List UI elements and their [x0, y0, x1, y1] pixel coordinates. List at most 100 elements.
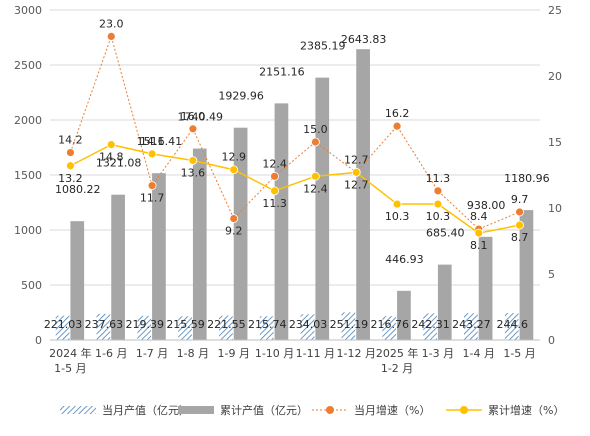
- cumulative-output-bar: [233, 127, 248, 340]
- cumulative-growth-point: [270, 186, 279, 196]
- monthly-growth-label: 9.2: [225, 225, 243, 238]
- cumulative-growth-label: 12.7: [344, 178, 369, 191]
- x-tick-label: 1-10 月: [255, 347, 294, 360]
- monthly-growth-label: 16.2: [385, 107, 410, 120]
- x-tick-label: 1-11 月: [296, 347, 335, 360]
- monthly-output-label: 221.03: [44, 318, 83, 331]
- monthly-growth-label: 12.4: [262, 157, 287, 170]
- x-tick-label: 2025 年: [376, 346, 419, 360]
- monthly-growth-label: 11.3: [426, 172, 451, 185]
- monthly-output-label: 216.76: [370, 318, 409, 331]
- monthly-growth-point: [188, 124, 198, 134]
- legend-label: 当月增速（%）: [354, 403, 430, 417]
- monthly-output-label: 242.31: [411, 318, 450, 331]
- cumulative-output-bar: [397, 290, 411, 340]
- monthly-growth-point: [147, 181, 157, 190]
- y-left-tick-label: 2500: [14, 59, 42, 72]
- cumulative-output-bar: [70, 221, 85, 340]
- monthly-growth-label: 12.7: [344, 153, 369, 166]
- y-right-tick-label: 15: [548, 136, 562, 149]
- axes: 0 500 1000 1500 2000 2500 3000 0 5 10 15 20 25 2024 年…: [14, 4, 562, 375]
- cumulative-growth-label: 13.6: [181, 166, 206, 179]
- lines: [66, 32, 524, 238]
- legend-label: 当月产值（亿元）: [102, 403, 190, 417]
- monthly-growth-point: [106, 32, 116, 41]
- cumulative-output-bar: [192, 148, 207, 340]
- y-right-tick-label: 5: [548, 268, 555, 281]
- cumulative-growth-point: [474, 228, 484, 238]
- cumulative-output-bar: [315, 77, 330, 341]
- legend-label: 累计增速（%）: [488, 403, 564, 417]
- cumulative-growth-point: [229, 165, 239, 175]
- legend-marker: [460, 406, 468, 414]
- cumulative-output-label: 2151.16: [259, 65, 305, 78]
- cumulative-output-bar: [519, 210, 534, 340]
- monthly-output-bar: [96, 313, 111, 340]
- cumulative-output-bar: [274, 103, 289, 340]
- legend-marker: [326, 406, 334, 414]
- x-tick-label: 1-4 月: [463, 347, 495, 360]
- y-right-tick-label: 20: [548, 70, 562, 83]
- y-right-tick-label: 10: [548, 202, 562, 215]
- cumulative-growth-line: [70, 143, 520, 234]
- x-tick-label: 1-9 月: [218, 347, 250, 360]
- gridlines: [50, 9, 540, 341]
- cumulative-growth-label: 12.4: [303, 182, 328, 195]
- cumulative-growth-label: 10.3: [426, 210, 451, 223]
- monthly-output-label: 237.63: [85, 318, 124, 331]
- cumulative-output-label: 685.40: [426, 227, 465, 240]
- monthly-growth-label: 8.4: [470, 210, 488, 223]
- legend-swatch-monthly-output: [60, 406, 96, 414]
- cumulative-growth-label: 13.2: [58, 172, 83, 185]
- y-left-tick-label: 3000: [14, 4, 42, 17]
- cumulative-output-label: 2643.83: [341, 33, 387, 46]
- monthly-output-label: 234.03: [289, 318, 328, 331]
- monthly-output-bar: [259, 316, 274, 340]
- bars: [55, 49, 534, 341]
- monthly-growth-label: 16.0: [181, 110, 206, 123]
- monthly-growth-label: 14.2: [58, 134, 83, 147]
- cumulative-output-label: 446.93: [385, 253, 424, 266]
- x-tick-label: 1-12 月: [337, 347, 376, 360]
- cumulative-output-label: 1080.22: [55, 183, 101, 196]
- monthly-output-label: 251.19: [330, 318, 369, 331]
- cumulative-growth-label: 11.3: [262, 197, 287, 210]
- y-right-tick-label: 0: [548, 334, 555, 347]
- cumulative-output-bar: [152, 173, 166, 340]
- monthly-growth-point: [311, 137, 320, 147]
- cumulative-growth-label: 8.7: [511, 231, 529, 244]
- monthly-output-bar: [137, 315, 152, 340]
- cumulative-growth-label: 8.1: [470, 239, 488, 252]
- cumulative-output-label: 1929.96: [218, 90, 264, 103]
- cumulative-output-label: 938.00: [467, 199, 506, 212]
- y-left-tick-label: 1000: [14, 224, 42, 237]
- monthly-output-bar: [55, 315, 70, 340]
- monthly-growth-label: 23.0: [99, 17, 124, 30]
- cumulative-growth-point: [188, 156, 198, 165]
- monthly-output-bar: [219, 315, 233, 340]
- cumulative-output-bar: [111, 194, 125, 340]
- cumulative-growth-label: 12.9: [222, 151, 247, 164]
- monthly-output-bar: [382, 316, 397, 340]
- x-tick-label: 1-5 月: [54, 362, 86, 375]
- cumulative-output-bar: [356, 49, 370, 340]
- monthly-growth-line: [69, 34, 520, 230]
- y-left-tick-label: 1500: [14, 169, 42, 182]
- cumulative-growth-label: 10.3: [385, 210, 410, 223]
- legend-label: 累计产值（亿元）: [220, 403, 308, 417]
- cumulative-growth-point: [433, 199, 443, 209]
- monthly-output-label: 221.55: [207, 318, 246, 331]
- monthly-growth-point: [515, 207, 524, 217]
- monthly-output-bar: [464, 313, 478, 340]
- monthly-growth-point: [229, 214, 239, 223]
- monthly-output-label: 215.59: [166, 318, 205, 331]
- cumulative-growth-point: [311, 171, 320, 181]
- cumulative-growth-point: [351, 167, 361, 177]
- cumulative-growth-point: [392, 199, 402, 209]
- cumulative-growth-point: [515, 220, 524, 230]
- monthly-output-label: 215.74: [248, 318, 287, 331]
- legend: 当月产值（亿元） 累计产值（亿元） 当月增速（%） 累计增速（%）: [60, 403, 564, 417]
- monthly-growth-point: [270, 171, 279, 181]
- data-labels: 221.03 237.63 219.39 215.59 221.55 215.74 234.…: [44, 17, 550, 331]
- monthly-growth-label: 9.7: [511, 193, 529, 206]
